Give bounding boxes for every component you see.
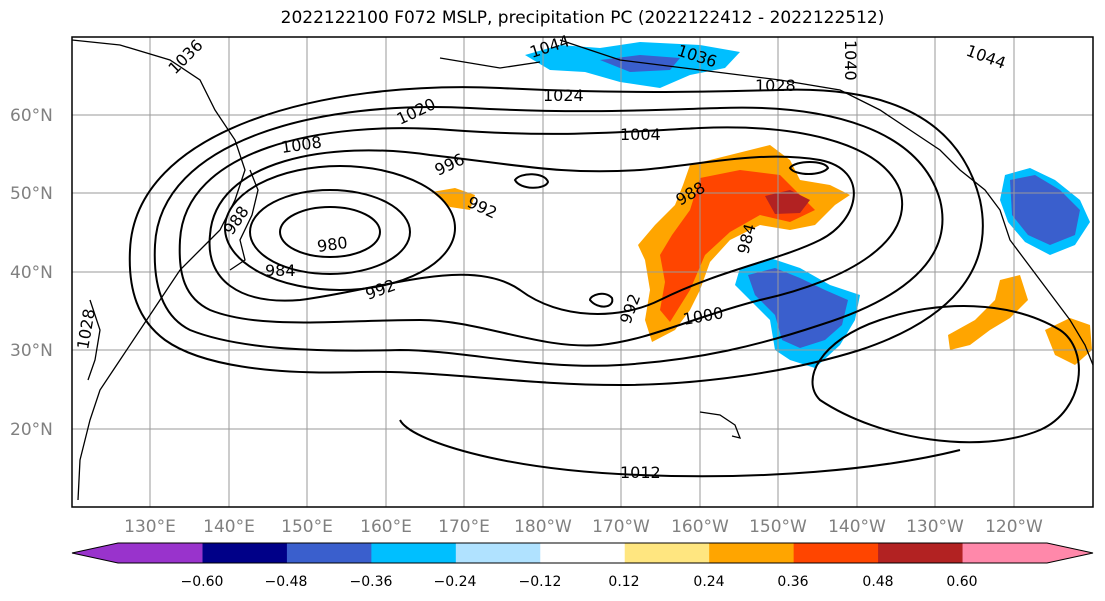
lon-tick-label: 120°W <box>985 517 1043 537</box>
lon-tick-label: 180°W <box>514 517 572 537</box>
colorbar-outline <box>71 542 1094 564</box>
map-title: 2022122100 F072 MSLP, precipitation PC (… <box>280 8 885 28</box>
colorbar-extend-min <box>72 543 203 563</box>
colorbar-tick-label: 0.36 <box>777 574 808 590</box>
precip-positive-california <box>948 275 1028 350</box>
contour-label: 1004 <box>620 125 661 144</box>
colorbar-segment <box>371 543 457 563</box>
contour-label: 984 <box>265 261 296 280</box>
colorbar-tick-label: −0.36 <box>350 574 393 590</box>
contour-label: 980 <box>316 233 349 256</box>
map-gridlines <box>72 37 1093 507</box>
colorbar-tick-label: 0.60 <box>946 574 977 590</box>
lon-tick-label: 150°E <box>281 517 333 537</box>
colorbar-segment <box>455 543 541 563</box>
contour-label: 992 <box>363 275 398 303</box>
colorbar-tick-label: 0.24 <box>693 574 724 590</box>
colorbar-segment <box>540 543 626 563</box>
colorbar-segment <box>793 543 879 563</box>
colorbar-tick-label: −0.60 <box>181 574 224 590</box>
contour-label: 1036 <box>164 36 206 78</box>
contour-label: 996 <box>432 149 468 179</box>
contour-label: 1024 <box>543 86 584 105</box>
mslp-contours <box>128 86 1080 478</box>
lon-tick-label: 170°E <box>438 517 490 537</box>
lat-tick-label: 40°N <box>10 263 53 283</box>
colorbar-labels: −0.60 −0.48 −0.36 −0.24 −0.12 0.12 0.24 … <box>181 574 978 590</box>
colorbar-tick-label: −0.12 <box>519 574 562 590</box>
lat-tick-label: 60°N <box>10 106 53 126</box>
colorbar-tick-label: −0.24 <box>434 574 477 590</box>
colorbar-tick-label: 0.12 <box>608 574 639 590</box>
lon-tick-label: 150°W <box>749 517 807 537</box>
colorbar-segment <box>202 543 288 563</box>
contour-label: 992 <box>464 192 500 222</box>
lat-labels: 60°N 50°N 40°N 30°N 20°N <box>10 106 53 440</box>
precip-positive-low-core <box>765 190 810 214</box>
contour-label: 1028 <box>755 76 796 95</box>
contour-label: 1020 <box>394 94 439 128</box>
precip-negative-subtropical-core <box>748 268 848 348</box>
map-frame <box>71 36 1094 508</box>
lon-tick-label: 140°E <box>203 517 255 537</box>
colorbar-tick-label: 0.48 <box>862 574 893 590</box>
colorbar-segment <box>286 543 372 563</box>
colorbar-tick-label: −0.48 <box>265 574 308 590</box>
lon-labels: 130°E 140°E 150°E 160°E 170°E 180°W 170°… <box>124 517 1043 537</box>
contour-label: 992 <box>616 291 644 326</box>
contour-label: 1044 <box>964 41 1009 73</box>
precip-negative-alaska-core <box>600 55 680 72</box>
lat-tick-label: 20°N <box>10 420 53 440</box>
lon-tick-label: 160°W <box>671 517 729 537</box>
lon-tick-label: 130°E <box>124 517 176 537</box>
contour-label: 1012 <box>620 463 661 482</box>
lon-tick-label: 130°W <box>906 517 964 537</box>
coastlines <box>71 39 1094 501</box>
contour-label: 1028 <box>73 307 99 350</box>
colorbar <box>71 542 1094 564</box>
colorbar-segment <box>878 543 964 563</box>
contour-label: 1040 <box>841 40 860 81</box>
colorbar-segment <box>709 543 795 563</box>
precip-positive-mexico <box>1045 318 1092 365</box>
lat-tick-label: 50°N <box>10 184 53 204</box>
lon-tick-label: 160°E <box>360 517 412 537</box>
lat-tick-label: 30°N <box>10 341 53 361</box>
lon-tick-label: 170°W <box>592 517 650 537</box>
colorbar-extend-max <box>962 543 1093 563</box>
colorbar-segment <box>624 543 710 563</box>
lon-tick-label: 140°W <box>828 517 886 537</box>
